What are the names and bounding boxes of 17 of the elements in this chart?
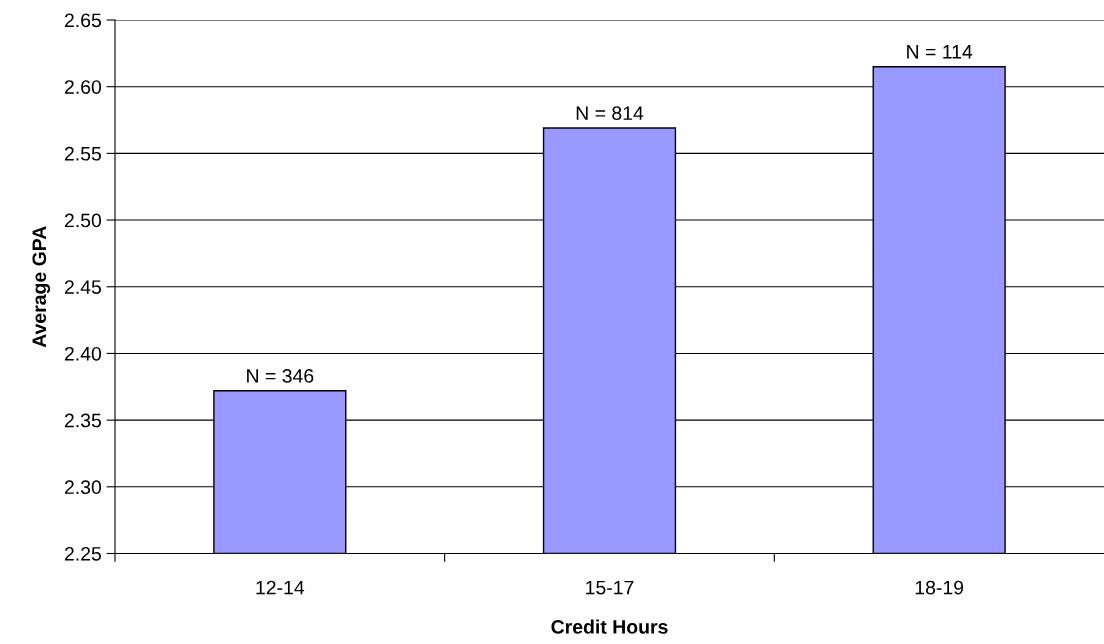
y-tick-label: 2.40 bbox=[64, 346, 102, 361]
annotation: N = 814 bbox=[576, 106, 644, 121]
x-tick-label: 15-17 bbox=[586, 580, 634, 595]
y-tick-label: 2.35 bbox=[64, 413, 101, 428]
y-tick-label: 2.60 bbox=[64, 80, 102, 94]
x-tick-label: 18-19 bbox=[915, 580, 964, 595]
annotation: N = 346 bbox=[247, 369, 314, 383]
y-tick-label: 2.30 bbox=[64, 480, 102, 495]
y-tick-label: 2.25 bbox=[64, 546, 101, 561]
x-axis-title: Credit Hours bbox=[551, 619, 668, 634]
y-tick-label: 2.55 bbox=[64, 146, 101, 161]
y-tick-label: 2.50 bbox=[64, 213, 102, 228]
y-tick-label: 2.45 bbox=[64, 280, 101, 294]
y-axis-title: Average GPA bbox=[32, 226, 51, 348]
x-tick-label: 12-14 bbox=[256, 580, 305, 595]
y-tick-label: 2.65 bbox=[64, 13, 101, 28]
annotation: N = 114 bbox=[907, 45, 973, 59]
